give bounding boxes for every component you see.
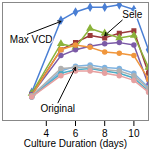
svg-text:10: 10 [128,128,140,139]
svg-text:4: 4 [43,127,50,139]
svg-text:Culture Duration (days): Culture Duration (days) [24,138,127,149]
svg-text:Max VCD: Max VCD [10,34,53,45]
svg-text:Sele: Sele [122,9,142,20]
svg-text:8: 8 [101,127,108,139]
svg-text:6: 6 [72,127,79,139]
svg-text:Original: Original [40,103,74,114]
